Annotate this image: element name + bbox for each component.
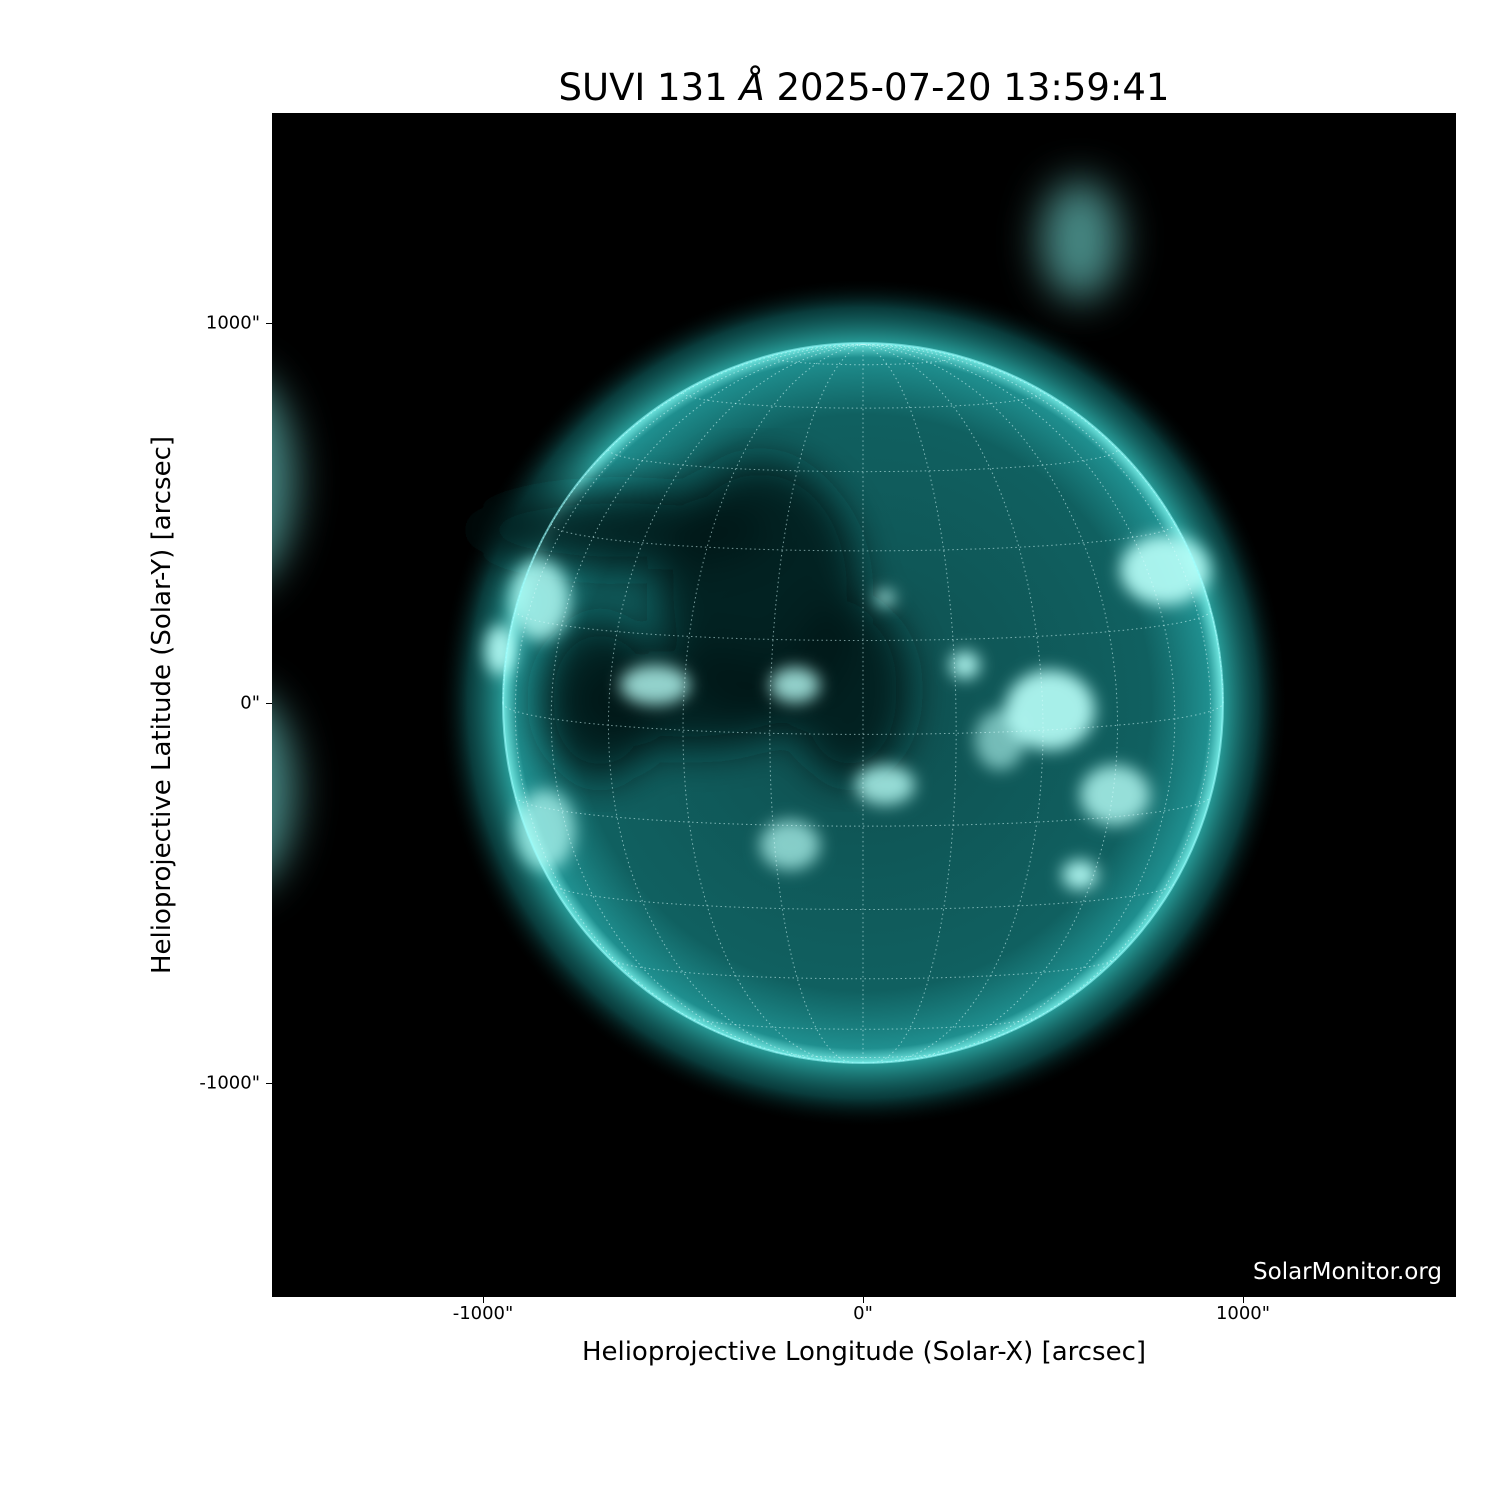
x-axis-label: Helioprojective Longitude (Solar-X) [arc… xyxy=(581,1337,1147,1367)
limb-brightening xyxy=(185,690,295,890)
bright-region xyxy=(950,651,980,679)
grid-line xyxy=(550,523,1176,552)
grid-line xyxy=(514,610,1212,641)
bright-region xyxy=(1120,535,1210,605)
y-tick-label: 0" xyxy=(240,692,260,714)
x-tick-mark xyxy=(1243,1297,1244,1303)
coronal-holes xyxy=(470,460,910,780)
grid-line xyxy=(515,796,1211,827)
dark-region xyxy=(540,620,660,780)
x-tick-mark xyxy=(483,1297,484,1303)
title-time: 2025-07-20 13:59:41 xyxy=(764,66,1170,109)
y-tick-mark xyxy=(266,703,272,704)
x-tick-label: -1000" xyxy=(452,1303,514,1324)
y-axis-label: Helioprojective Latitude (Solar-Y) [arcs… xyxy=(147,435,177,975)
sun-image xyxy=(175,180,1288,1128)
x-tick-label: 1000" xyxy=(1215,1303,1271,1324)
grid-line xyxy=(607,449,1119,473)
solar-image-axes[interactable]: SolarMonitor.org xyxy=(175,113,1456,1297)
bright-region xyxy=(515,790,575,870)
bright-region xyxy=(855,765,915,805)
solar-limb xyxy=(502,342,1224,1064)
bright-region xyxy=(620,665,690,705)
grid-line xyxy=(550,343,864,1060)
grid-line xyxy=(769,343,864,1064)
active-regions xyxy=(485,535,1210,890)
bright-region xyxy=(1062,860,1098,890)
heliographic-grid xyxy=(502,343,1224,1064)
limb-brightening xyxy=(1040,180,1120,300)
grid-line xyxy=(862,343,957,1064)
x-tick-label: 0" xyxy=(853,1303,873,1324)
y-tick-mark xyxy=(266,1083,272,1084)
title-unit: Å xyxy=(739,66,765,109)
bright-region xyxy=(760,820,820,870)
bright-region xyxy=(1005,670,1095,750)
x-tick-mark xyxy=(863,1297,864,1303)
bright-region xyxy=(975,710,1025,770)
watermark: SolarMonitor.org xyxy=(1253,1259,1442,1285)
dark-region xyxy=(790,600,910,780)
grid-line xyxy=(551,883,1175,910)
bright-region xyxy=(770,667,820,703)
bright-region xyxy=(485,625,515,675)
y-tick-label: -1000" xyxy=(199,1072,260,1094)
figure-title: SUVI 131 Å 2025-07-20 13:59:41 xyxy=(0,66,1500,109)
y-tick-label: 1000" xyxy=(205,312,260,334)
y-tick-mark xyxy=(266,323,272,324)
grid-line xyxy=(682,392,1044,409)
bright-region xyxy=(1080,765,1150,825)
limb-brightening xyxy=(175,370,295,590)
title-instrument: SUVI 131 xyxy=(558,66,740,109)
grid-line xyxy=(769,356,957,366)
grid-line xyxy=(862,343,1176,1060)
grid-line xyxy=(502,702,1224,735)
bright-region xyxy=(875,590,895,606)
